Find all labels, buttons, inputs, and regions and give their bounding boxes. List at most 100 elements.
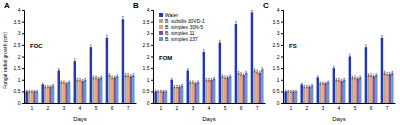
error-bar: [227, 76, 229, 79]
error-bar: [341, 80, 343, 83]
error-bar: [179, 86, 181, 88]
x-tick-label: 4: [338, 105, 341, 111]
error-bar: [28, 90, 30, 92]
error-bar: [47, 86, 49, 88]
series: [157, 69, 256, 103]
error-bar: [160, 90, 162, 92]
error-bar: [343, 78, 345, 81]
x-tick-label: 2: [47, 105, 50, 111]
bar: [122, 19, 124, 103]
bar: [386, 74, 388, 103]
bar: [58, 70, 60, 103]
error-bar: [235, 22, 237, 27]
y-tick-label: 0.5: [273, 88, 280, 94]
y-tick-label: 1.5: [143, 65, 150, 71]
error-bar: [100, 76, 102, 79]
y-tick: 3.5: [14, 19, 24, 25]
plot-area: [25, 17, 134, 103]
y-tick-mark: [281, 22, 283, 23]
bar: [41, 84, 43, 103]
y-tick-mark: [151, 80, 153, 81]
error-bar: [206, 78, 208, 81]
panel-label: A: [4, 1, 10, 10]
y-tick: 0.5: [143, 88, 153, 94]
bar: [100, 77, 102, 103]
bar: [300, 84, 302, 103]
y-tick-mark: [281, 91, 283, 92]
bar: [324, 83, 326, 103]
x-tick: 4: [208, 103, 211, 111]
y-axis: 00.511.522.533.54: [273, 7, 284, 106]
bar: [319, 83, 321, 103]
x-tick-label: 6: [111, 105, 114, 111]
bar: [383, 73, 385, 103]
y-axis-label: Fungal radial growth (cm): [2, 32, 8, 89]
y-tick: 4: [277, 7, 283, 13]
bar: [284, 91, 286, 103]
error-bar: [90, 45, 92, 50]
x-tick-label: 5: [95, 105, 98, 111]
x-tick: 5: [354, 103, 357, 111]
error-bar: [84, 78, 86, 81]
bar: [338, 80, 340, 103]
y-tick-label: 3: [18, 30, 21, 36]
x-axis-label: Days: [202, 116, 216, 122]
y-tick-mark: [151, 22, 153, 23]
x-tick-label: 1: [30, 105, 33, 111]
error-bar: [381, 36, 383, 41]
error-bar: [98, 77, 100, 80]
y-tick-label: 1: [277, 77, 280, 83]
y-tick: 2: [18, 54, 24, 60]
panel: 00.511.522.533.541234567CFSDays: [263, 1, 396, 122]
error-bar: [192, 81, 194, 83]
y-tick: 2: [277, 54, 283, 60]
error-bar: [61, 81, 63, 83]
bar: [256, 72, 258, 103]
bar: [60, 82, 62, 103]
x-tick-label: 1: [159, 105, 162, 111]
error-bar: [114, 76, 116, 79]
annotation: FOC: [30, 43, 43, 49]
plot-area: [284, 36, 393, 103]
error-bar: [338, 78, 340, 81]
error-bar: [66, 82, 68, 84]
x-axis: 1234567: [25, 103, 137, 111]
error-bar: [325, 82, 327, 84]
bar: [308, 87, 310, 103]
bar: [49, 87, 51, 103]
bar: [192, 82, 194, 103]
error-bar: [290, 90, 292, 92]
bar: [261, 69, 263, 103]
series: [36, 73, 135, 103]
error-bar: [190, 81, 192, 83]
error-bar: [306, 86, 308, 88]
x-tick: 2: [176, 103, 179, 111]
y-tick-label: 0.5: [14, 88, 21, 94]
y-tick-mark: [22, 80, 24, 81]
bar: [292, 91, 294, 103]
y-tick-mark: [22, 68, 24, 69]
y-tick-label: 3.5: [143, 19, 150, 25]
error-bar: [213, 77, 215, 80]
bar: [303, 87, 305, 103]
error-bar: [157, 90, 159, 92]
x-tick-label: 6: [370, 105, 373, 111]
y-tick-label: 1: [147, 77, 150, 83]
bar: [187, 70, 189, 103]
bar: [176, 87, 178, 103]
y-tick-mark: [22, 33, 24, 34]
bar: [132, 75, 134, 103]
x-tick: 6: [111, 103, 114, 111]
error-bar: [171, 78, 173, 81]
bar: [333, 68, 335, 103]
error-bar: [256, 70, 258, 73]
legend-swatch: [159, 13, 163, 17]
bar: [52, 86, 54, 103]
error-bar: [352, 76, 354, 79]
axis-line: [22, 11, 25, 104]
error-bar: [384, 71, 386, 74]
bar: [90, 47, 92, 103]
error-bar: [93, 76, 95, 79]
y-tick: 1: [147, 77, 153, 83]
series: [165, 68, 264, 103]
